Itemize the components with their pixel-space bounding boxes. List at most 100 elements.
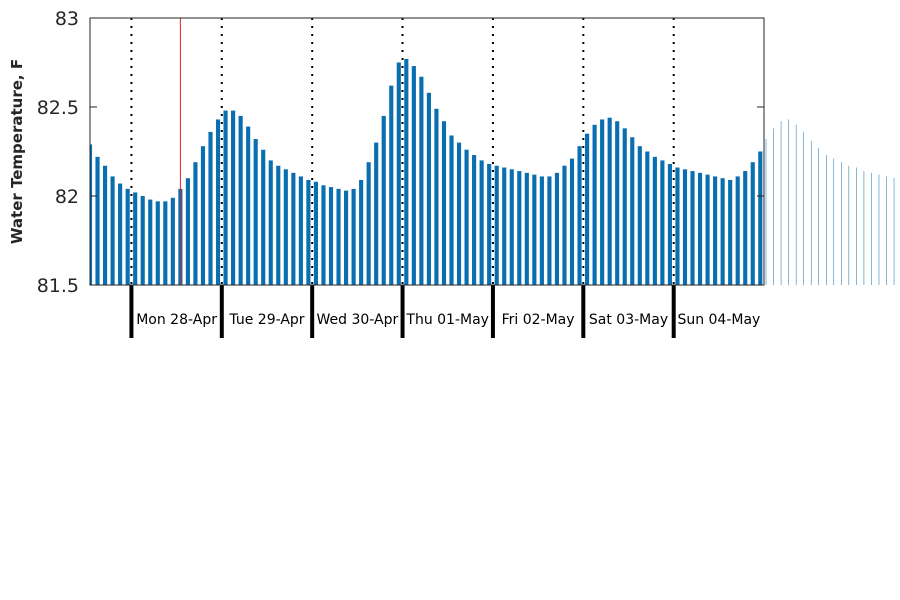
bar bbox=[359, 179, 364, 285]
bar bbox=[637, 146, 642, 285]
bar bbox=[728, 179, 733, 285]
labels: Mon 28-Apr Tue 29-Apr Wed 30-Apr Thu 01-May… bbox=[37, 8, 761, 328]
bar bbox=[110, 176, 115, 285]
bar bbox=[630, 137, 635, 285]
bar bbox=[200, 146, 206, 285]
bar bbox=[600, 119, 605, 286]
bar bbox=[351, 188, 356, 285]
bar bbox=[291, 172, 296, 285]
bar bbox=[404, 58, 409, 285]
bar bbox=[720, 178, 725, 285]
bar bbox=[283, 169, 288, 285]
day-label: Tue 29-Apr bbox=[228, 312, 304, 328]
bar bbox=[472, 155, 477, 285]
bar bbox=[118, 183, 123, 285]
bar bbox=[441, 121, 447, 286]
bar bbox=[464, 149, 469, 285]
bar bbox=[238, 115, 243, 286]
bar bbox=[434, 108, 439, 285]
bar bbox=[336, 188, 341, 285]
bar bbox=[886, 176, 887, 285]
bar bbox=[765, 139, 767, 285]
bar bbox=[456, 142, 462, 285]
bar bbox=[833, 158, 835, 285]
bar bbox=[261, 149, 266, 285]
bar bbox=[569, 158, 575, 285]
bar bbox=[856, 167, 857, 285]
bar bbox=[810, 140, 812, 285]
bar bbox=[276, 165, 281, 285]
plot-frame bbox=[89, 17, 765, 286]
bar bbox=[735, 176, 740, 285]
bar bbox=[773, 128, 774, 285]
bar bbox=[893, 178, 895, 285]
y-tick-label: 81.5 bbox=[37, 275, 79, 297]
bar bbox=[615, 121, 620, 286]
bar bbox=[449, 135, 454, 285]
bar bbox=[697, 172, 703, 285]
bar bbox=[705, 174, 710, 285]
bar bbox=[140, 196, 145, 285]
bar bbox=[562, 165, 567, 285]
bar bbox=[426, 92, 431, 285]
axes bbox=[89, 17, 765, 286]
day-dividers bbox=[129, 18, 676, 338]
y-tick-label: 82.5 bbox=[37, 97, 79, 119]
bar bbox=[743, 171, 748, 285]
bar bbox=[780, 121, 782, 286]
bar bbox=[539, 176, 544, 285]
bar bbox=[524, 172, 529, 285]
bar bbox=[509, 169, 514, 285]
bar bbox=[622, 128, 627, 285]
bar bbox=[419, 76, 424, 286]
bar bbox=[163, 201, 168, 285]
bar bbox=[366, 162, 371, 285]
bar bbox=[803, 131, 804, 285]
bar bbox=[871, 172, 872, 285]
bar bbox=[125, 188, 130, 285]
bar bbox=[396, 62, 401, 285]
bar bbox=[713, 176, 718, 285]
bar bbox=[90, 144, 93, 285]
bar bbox=[818, 147, 819, 285]
bar bbox=[788, 119, 789, 286]
bar bbox=[532, 174, 537, 285]
bar bbox=[841, 162, 842, 285]
day-label: Wed 30-Apr bbox=[317, 312, 399, 328]
bar bbox=[652, 156, 657, 285]
bar bbox=[795, 124, 797, 285]
bar bbox=[313, 181, 319, 285]
bar bbox=[826, 155, 827, 285]
bar bbox=[494, 165, 499, 285]
day-label: Fri 02-May bbox=[502, 312, 575, 328]
bar bbox=[223, 110, 228, 285]
bar bbox=[667, 163, 672, 285]
bar bbox=[381, 115, 386, 286]
bar bbox=[298, 176, 303, 285]
day-label: Mon 28-Apr bbox=[136, 312, 217, 328]
bar bbox=[607, 117, 612, 286]
bar bbox=[848, 165, 850, 285]
bar bbox=[328, 187, 334, 285]
bar bbox=[645, 151, 650, 285]
y-tick-label: 82 bbox=[55, 186, 79, 208]
bar bbox=[185, 178, 190, 285]
bar bbox=[306, 179, 311, 285]
bar bbox=[502, 167, 507, 285]
bar bbox=[554, 172, 560, 285]
y-axis-label: Water Temperature, F bbox=[8, 59, 26, 244]
bar bbox=[208, 131, 213, 285]
bar bbox=[479, 160, 484, 285]
bar bbox=[231, 110, 236, 285]
bar bbox=[268, 160, 273, 285]
bar bbox=[878, 174, 880, 285]
bar bbox=[585, 133, 590, 285]
bar bbox=[682, 169, 688, 285]
bar bbox=[374, 142, 379, 285]
bar bbox=[253, 139, 258, 285]
bar bbox=[215, 119, 221, 286]
bar bbox=[675, 167, 680, 285]
bar bbox=[758, 151, 763, 285]
bar bbox=[389, 85, 394, 285]
